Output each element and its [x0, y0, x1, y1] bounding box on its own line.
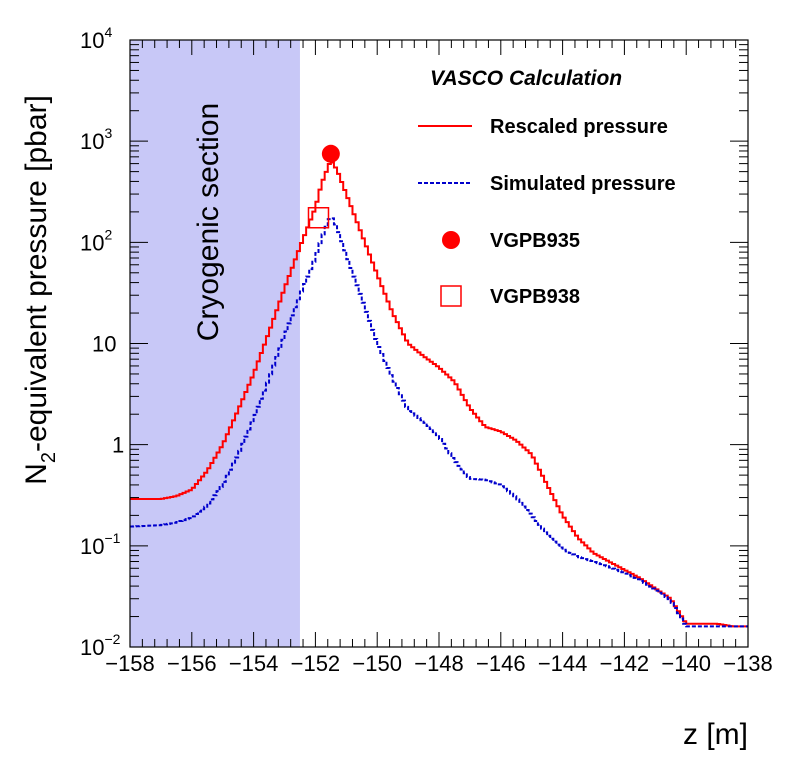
legend-entry: VGPB938 [440, 285, 580, 308]
y-tick-base: 10 [92, 332, 116, 357]
legend-label: VGPB938 [490, 286, 580, 308]
x-axis-title: z [m] [683, 718, 748, 751]
x-tick-label: −144 [538, 651, 588, 676]
rescaled-pressure-line [130, 161, 748, 628]
y-tick-label: 103 [80, 125, 112, 154]
y-tick-label: 10−2 [80, 631, 121, 660]
y-tick-exponent: 4 [104, 24, 112, 40]
y-axis-title-subscript: 2 [38, 452, 60, 463]
cryogenic-section-label: Cryogenic section [192, 103, 225, 341]
y-tick-base: 10 [80, 230, 104, 255]
legend: VASCO Calculation Rescaled pressure Simul… [418, 67, 676, 308]
x-tick-label: −138 [723, 651, 773, 676]
legend-entries: Rescaled pressure Simulated pressure VGPB9… [418, 116, 676, 308]
x-tick-label: −158 [105, 651, 155, 676]
point-vgpb938 [307, 206, 330, 229]
y-tick-exponent: −1 [104, 530, 120, 546]
y-axis-title: N2-equivalent pressure [pbar] [20, 95, 60, 485]
x-tick-label: −142 [600, 651, 650, 676]
legend-label: VGPB935 [490, 230, 580, 252]
legend-swatch [442, 231, 460, 249]
legend-entry: Rescaled pressure [418, 116, 668, 138]
y-tick-label: 10−1 [80, 530, 121, 559]
y-tick-exponent: 3 [104, 125, 112, 141]
cryogenic-section-region [130, 40, 300, 647]
y-tick-label: 104 [80, 24, 112, 53]
y-tick-label: 1 [112, 433, 124, 458]
y-tick-base: 1 [112, 433, 124, 458]
y-tick-label: 102 [80, 226, 112, 255]
x-tick-label: −140 [661, 651, 711, 676]
legend-title: VASCO Calculation [430, 67, 622, 90]
y-tick-exponent: −2 [104, 631, 120, 647]
legend-label: Simulated pressure [490, 173, 676, 195]
x-tick-label: −152 [291, 651, 341, 676]
x-tick-label: −150 [352, 651, 402, 676]
simulated-pressure-line [130, 217, 748, 628]
y-axis-title-suffix: -equivalent pressure [pbar] [20, 95, 53, 452]
y-tick-base: 10 [80, 28, 104, 53]
x-axis: −158 −156 −154 −152 −150 −148 −146 −144 −142 −140… [105, 40, 773, 676]
legend-entry: Simulated pressure [418, 173, 676, 195]
points-layer [307, 144, 340, 229]
legend-swatch [440, 285, 462, 307]
y-axis-title-prefix: N [20, 463, 53, 485]
x-tick-label: −156 [167, 651, 217, 676]
y-tick-exponent: 2 [104, 226, 112, 242]
x-tick-label: −148 [414, 651, 464, 676]
x-tick-label: −146 [476, 651, 526, 676]
x-tick-label: −154 [229, 651, 279, 676]
y-tick-base: 10 [80, 129, 104, 154]
y-tick-label: 10 [92, 332, 116, 357]
point-vgpb935 [321, 144, 340, 163]
series-layer [130, 161, 748, 628]
legend-entry: VGPB935 [442, 230, 580, 252]
y-tick-base: 10 [80, 534, 104, 559]
y-tick-base: 10 [80, 635, 104, 660]
legend-label: Rescaled pressure [490, 116, 668, 138]
